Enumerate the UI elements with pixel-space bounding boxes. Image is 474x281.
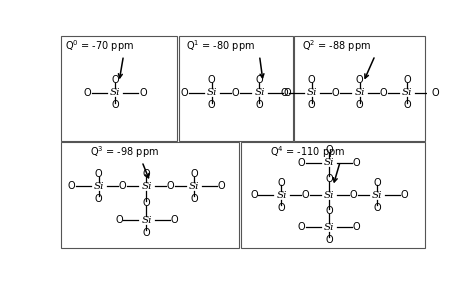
Text: O: O xyxy=(403,75,411,85)
Text: O: O xyxy=(308,75,316,85)
Text: O: O xyxy=(431,88,438,98)
Text: O: O xyxy=(301,190,309,200)
Text: O: O xyxy=(356,75,364,85)
Text: O: O xyxy=(349,190,357,200)
Text: O: O xyxy=(208,75,216,85)
Text: Si: Si xyxy=(402,88,412,97)
Text: Q$^4$ = -110 ppm: Q$^4$ = -110 ppm xyxy=(271,144,346,160)
Text: Q$^0$ = -70 ppm: Q$^0$ = -70 ppm xyxy=(65,38,134,54)
Text: O: O xyxy=(111,75,119,85)
Text: O: O xyxy=(326,235,333,245)
Text: O: O xyxy=(326,174,333,184)
Text: Si: Si xyxy=(354,88,365,97)
Text: O: O xyxy=(143,198,150,208)
Text: O: O xyxy=(115,215,123,225)
Text: O: O xyxy=(308,100,316,110)
Text: O: O xyxy=(170,215,178,225)
Text: Q$^2$ = -88 ppm: Q$^2$ = -88 ppm xyxy=(301,38,371,54)
Text: Si: Si xyxy=(110,88,120,97)
Text: O: O xyxy=(326,206,333,216)
Text: O: O xyxy=(191,194,198,204)
Text: O: O xyxy=(332,88,339,98)
Text: O: O xyxy=(298,223,306,232)
Text: O: O xyxy=(143,228,150,238)
Text: Si: Si xyxy=(324,223,335,232)
Text: O: O xyxy=(278,178,285,188)
Text: O: O xyxy=(326,145,333,155)
Bar xyxy=(61,36,177,141)
Text: O: O xyxy=(353,223,361,232)
Text: O: O xyxy=(380,88,387,98)
Text: Q$^1$ = -80 ppm: Q$^1$ = -80 ppm xyxy=(186,38,255,54)
Text: O: O xyxy=(283,88,291,98)
Text: Si: Si xyxy=(141,216,152,225)
Text: Si: Si xyxy=(141,182,152,191)
Text: O: O xyxy=(373,178,381,188)
Text: Si: Si xyxy=(93,182,104,191)
Text: O: O xyxy=(95,169,102,179)
Text: O: O xyxy=(255,100,263,110)
Text: Si: Si xyxy=(324,158,335,167)
Bar xyxy=(294,36,425,141)
Bar xyxy=(61,142,239,248)
Text: O: O xyxy=(119,182,127,191)
Text: O: O xyxy=(111,100,119,110)
Text: O: O xyxy=(403,100,411,110)
Text: O: O xyxy=(166,182,174,191)
Text: O: O xyxy=(255,75,263,85)
Text: Si: Si xyxy=(307,88,317,97)
Text: Si: Si xyxy=(254,88,264,97)
Text: Si: Si xyxy=(207,88,217,97)
Text: O: O xyxy=(278,203,285,213)
Text: O: O xyxy=(67,182,75,191)
Text: Q$^3$ = -98 ppm: Q$^3$ = -98 ppm xyxy=(91,144,159,160)
Text: O: O xyxy=(281,88,288,98)
Text: O: O xyxy=(139,88,146,98)
Text: O: O xyxy=(84,88,91,98)
Text: O: O xyxy=(298,158,306,168)
Text: Si: Si xyxy=(189,182,200,191)
Text: O: O xyxy=(232,88,239,98)
Text: O: O xyxy=(191,169,198,179)
Text: O: O xyxy=(143,169,150,179)
Text: O: O xyxy=(356,100,364,110)
Text: O: O xyxy=(208,100,216,110)
Text: Si: Si xyxy=(372,191,382,200)
Text: Si: Si xyxy=(276,191,287,200)
Text: Si: Si xyxy=(324,191,335,200)
Text: O: O xyxy=(218,182,226,191)
Text: O: O xyxy=(353,158,361,168)
Bar xyxy=(179,36,292,141)
Bar xyxy=(241,142,425,248)
Text: O: O xyxy=(95,194,102,204)
Text: O: O xyxy=(401,190,409,200)
Text: O: O xyxy=(373,203,381,213)
Text: O: O xyxy=(250,190,258,200)
Text: O: O xyxy=(180,88,188,98)
